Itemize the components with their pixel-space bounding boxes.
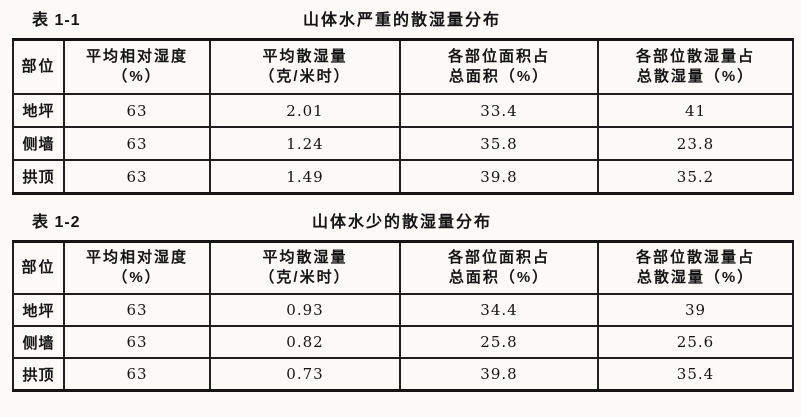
cell-moisture-share: 35.2: [597, 159, 794, 195]
table-row-arch: 拱顶 63 0.73 39.8 35.4: [12, 357, 794, 392]
header-cell-humidity: 平均相对湿度 （%）: [63, 240, 211, 295]
cell-area-share: 34.4: [399, 293, 599, 327]
table-row-sidewall: 侧墙 63 1.24 35.8 23.8: [12, 126, 794, 161]
header-row: 部位 平均相对湿度 （%） 平均散湿量 （克/米时） 各部位面积占 总面积（%） 各部…: [12, 240, 794, 295]
row-label: 侧墙: [12, 126, 65, 161]
table-1-2-label: 表 1-2: [32, 214, 81, 231]
table-1-1-caption: 表 1-1 山体水严重的散湿量分布: [12, 9, 792, 33]
header-text: 各部位散湿量占: [635, 47, 755, 65]
moisture-table-1-2: 部位 平均相对湿度 （%） 平均散湿量 （克/米时） 各部位面积占 总面积（%） 各部…: [12, 240, 794, 392]
header-cell-humidity: 平均相对湿度 （%）: [63, 38, 211, 95]
header-text: 部位: [21, 57, 56, 75]
cell-humidity: 63: [63, 325, 211, 359]
header-text: 各部位面积占: [447, 47, 550, 65]
cell-moisture-rate: 1.24: [209, 126, 401, 161]
cell-moisture-rate: 0.73: [209, 357, 401, 392]
header-unit: 总散湿量（%）: [636, 269, 755, 286]
header-text: 部位: [21, 258, 56, 276]
header-cell-area-share: 各部位面积占 总面积（%）: [399, 240, 599, 295]
cell-moisture-share: 23.8: [597, 126, 794, 161]
header-cell-part: 部位: [12, 38, 65, 95]
moisture-table-1-1: 部位 平均相对湿度 （%） 平均散湿量 （克/米时） 各部位面积占 总面积（%） 各部…: [12, 38, 794, 195]
header-unit: （%）: [112, 68, 162, 85]
row-label: 拱顶: [12, 159, 65, 195]
header-unit: 总散湿量（%）: [636, 68, 755, 85]
header-text: 平均散湿量: [262, 47, 348, 65]
cell-area-share: 33.4: [399, 93, 599, 128]
cell-moisture-share: 35.4: [597, 357, 794, 392]
table-1-2-title: 山体水少的散湿量分布: [311, 214, 492, 231]
cell-moisture-rate: 0.93: [209, 293, 401, 327]
cell-area-share: 35.8: [399, 126, 599, 161]
cell-area-share: 25.8: [399, 325, 599, 359]
header-unit: 总面积（%）: [448, 269, 550, 286]
header-cell-moisture-rate: 平均散湿量 （克/米时）: [209, 240, 401, 295]
cell-humidity: 63: [63, 159, 211, 195]
row-label: 侧墙: [12, 325, 65, 359]
header-cell-area-share: 各部位面积占 总面积（%）: [399, 38, 599, 95]
header-unit: 总面积（%）: [448, 68, 550, 85]
table-1-2-caption: 表 1-2 山体水少的散湿量分布: [12, 211, 792, 235]
header-unit: （克/米时）: [259, 269, 351, 286]
header-text: 平均相对湿度: [85, 47, 188, 65]
cell-moisture-rate: 1.49: [209, 159, 401, 195]
cell-humidity: 63: [63, 93, 211, 128]
cell-moisture-share: 39: [597, 293, 794, 327]
header-cell-part: 部位: [12, 240, 65, 295]
header-text: 平均散湿量: [262, 248, 348, 266]
cell-humidity: 63: [63, 293, 211, 327]
scanned-document-page: 表 1-1 山体水严重的散湿量分布 部位 平均相对湿度 （%） 平均散湿量 （克/米…: [12, 9, 794, 392]
cell-area-share: 39.8: [399, 357, 599, 392]
cell-moisture-share: 41: [597, 93, 794, 128]
header-unit: （克/米时）: [259, 68, 351, 85]
table-row-floor: 地坪 63 2.01 33.4 41: [12, 93, 794, 128]
header-cell-moisture-share: 各部位散湿量占 总散湿量（%）: [597, 38, 794, 95]
header-row: 部位 平均相对湿度 （%） 平均散湿量 （克/米时） 各部位面积占 总面积（%） 各部…: [12, 38, 794, 95]
cell-moisture-rate: 0.82: [209, 325, 401, 359]
table-row-arch: 拱顶 63 1.49 39.8 35.2: [12, 159, 794, 195]
cell-moisture-share: 25.6: [597, 325, 794, 359]
cell-moisture-rate: 2.01: [209, 93, 401, 128]
header-text: 各部位面积占: [447, 248, 550, 266]
row-label: 地坪: [12, 93, 65, 128]
table-row-floor: 地坪 63 0.93 34.4 39: [12, 293, 794, 327]
row-label: 地坪: [12, 293, 65, 327]
row-label: 拱顶: [12, 357, 65, 392]
header-text: 各部位散湿量占: [635, 248, 755, 266]
table-1-1-title: 山体水严重的散湿量分布: [302, 12, 501, 29]
table-1-1-label: 表 1-1: [32, 12, 81, 29]
header-text: 平均相对湿度: [85, 248, 188, 266]
table-row-sidewall: 侧墙 63 0.82 25.8 25.6: [12, 325, 794, 359]
header-cell-moisture-share: 各部位散湿量占 总散湿量（%）: [597, 240, 794, 295]
cell-area-share: 39.8: [399, 159, 599, 195]
cell-humidity: 63: [63, 357, 211, 392]
header-cell-moisture-rate: 平均散湿量 （克/米时）: [209, 38, 401, 95]
header-unit: （%）: [112, 269, 162, 286]
cell-humidity: 63: [63, 126, 211, 161]
